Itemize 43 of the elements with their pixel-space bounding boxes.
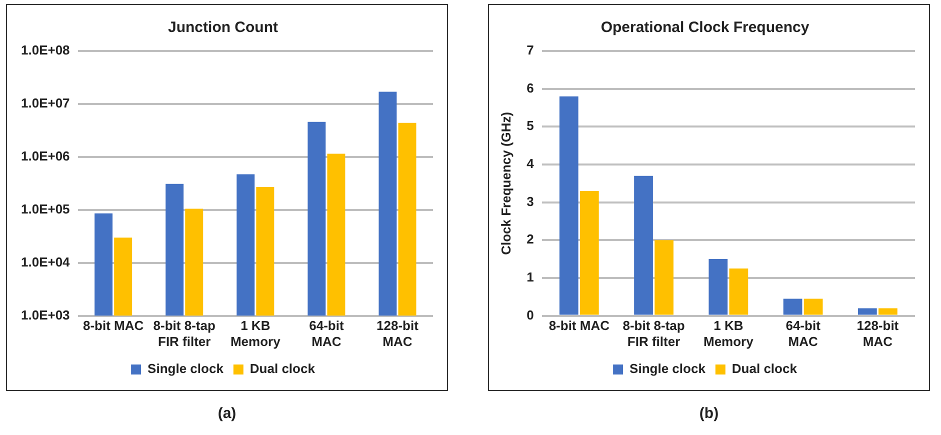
bar (878, 308, 898, 315)
y-tick-label: 6 (526, 80, 534, 96)
bar (729, 268, 748, 315)
x-tick-label: 128-bit MAC (856, 318, 900, 349)
y-tick-label: 0 (526, 307, 534, 322)
legend-label: Dual clock (250, 361, 316, 376)
text: (a) (218, 405, 236, 422)
text: (b) (699, 405, 719, 422)
y-tick-label: 7 (526, 42, 534, 58)
legend-label: Dual clock (732, 361, 798, 376)
y-tick-label: 3 (526, 194, 534, 209)
y-axis-title: Clock Frequency (GHz) (498, 112, 514, 255)
x-tick-label: 64-bit MAC (786, 318, 822, 349)
y-tick-label: 1.0E+06 (21, 148, 70, 164)
y-tick-label: 1 (526, 270, 534, 285)
y-tick-label: 1.0E+03 (21, 307, 70, 322)
x-tick-label: 8-bit MAC (82, 318, 144, 334)
bar (783, 298, 802, 315)
bar (654, 240, 674, 315)
y-tick-label: 1.0E+04 (21, 254, 71, 270)
legend-label: Single clock (630, 361, 706, 376)
y-tick-label: 1.0E+08 (21, 42, 70, 58)
bar (804, 298, 823, 315)
bar (708, 259, 728, 315)
x-tick-label: 1 KB Memory (230, 318, 282, 349)
y-tick-label: 4 (526, 156, 535, 172)
x-tick-label: 8-bit MAC (548, 318, 610, 334)
chart-title: Operational Clock Frequency (600, 19, 810, 36)
x-tick-label: 1 KB Memory (703, 318, 754, 349)
y-tick-label: 5 (526, 118, 534, 134)
legend-label: Single clock (148, 361, 224, 376)
bar (580, 190, 599, 315)
bar (634, 176, 653, 315)
chart-title: Junction Count (168, 19, 278, 36)
y-tick-label: 1.0E+05 (21, 201, 70, 216)
bar (559, 96, 578, 315)
y-tick-label: 1.0E+07 (21, 96, 70, 111)
x-tick-label: 128-bit MAC (376, 318, 420, 349)
y-tick-label: 2 (526, 232, 534, 247)
x-tick-label: 8-bit 8-tap FIR filter (622, 318, 685, 349)
x-tick-label: 8-bit 8-tap FIR filter (153, 318, 216, 349)
x-tick-label: 64-bit MAC (309, 318, 344, 349)
bar (858, 308, 877, 315)
